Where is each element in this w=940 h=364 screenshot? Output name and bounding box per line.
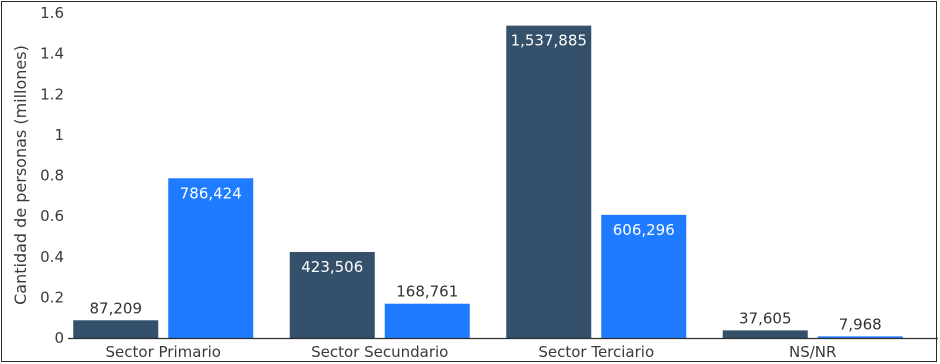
x-ticks: Sector Primario Sector Secundario Sector T…: [106, 343, 837, 361]
bar-value-label: 7,968: [839, 315, 882, 333]
y-tick-label: 0.4: [40, 248, 64, 266]
bar: [289, 251, 375, 338]
x-tick-label: Sector Primario: [106, 343, 221, 361]
bar-value-label: 606,296: [613, 221, 675, 239]
x-tick-label: NS/NR: [789, 343, 836, 361]
bars: 87,209 786,424 423,506 168,761 1,537,885 606,…: [73, 25, 903, 339]
bar: [722, 330, 808, 338]
y-tick-label: 0.6: [40, 207, 64, 225]
bar-value-label: 786,424: [180, 184, 242, 202]
bar: [73, 320, 159, 338]
y-tick-label: 1.6: [40, 4, 64, 22]
y-tick-label: 0.2: [40, 288, 64, 306]
bar-value-label: 168,761: [396, 283, 458, 301]
y-tick-label: 0: [54, 329, 64, 347]
y-ticks: 0 0.2 0.4 0.6 0.8 1 1.2 1.4 1.6: [40, 4, 64, 347]
y-tick-label: 1: [54, 126, 64, 144]
bar: [168, 178, 254, 338]
bar-value-label: 423,506: [301, 258, 363, 276]
bar-value-label: 1,537,885: [511, 32, 587, 50]
bar: [601, 214, 687, 338]
bar: [384, 303, 470, 338]
y-tick-label: 1.2: [40, 85, 64, 103]
bar: [506, 25, 592, 339]
y-tick-label: 0.8: [40, 167, 64, 185]
bar-value-label: 37,605: [739, 309, 792, 327]
x-tick-label: Sector Terciario: [538, 343, 654, 361]
bar-value-label: 87,209: [90, 299, 143, 317]
y-axis-label: Cantidad de personas (millones): [11, 45, 30, 305]
x-tick-label: Sector Secundario: [311, 343, 448, 361]
y-tick-label: 1.4: [40, 45, 64, 63]
bar: [817, 336, 903, 338]
